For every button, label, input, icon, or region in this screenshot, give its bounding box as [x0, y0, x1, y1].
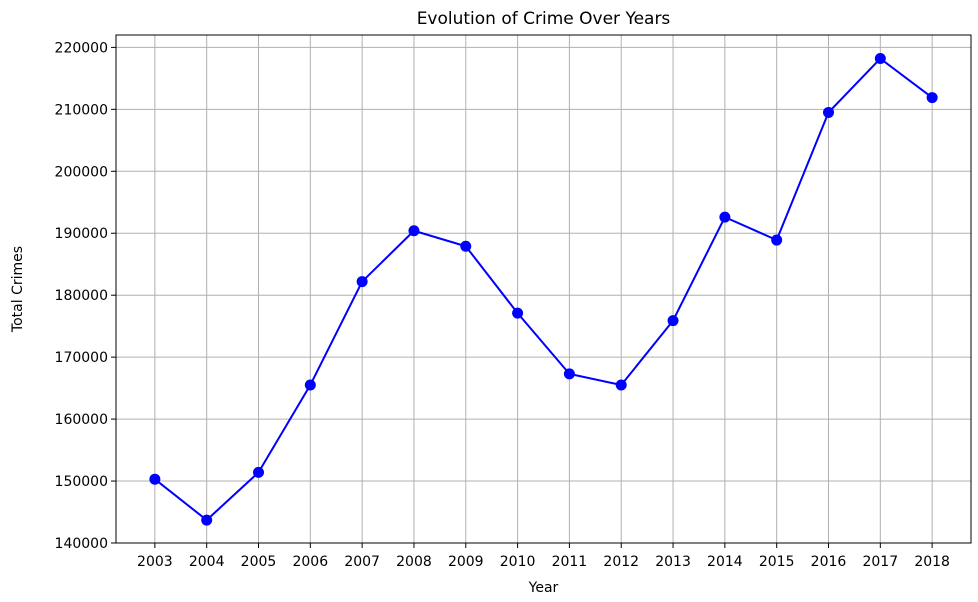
- data-point: [563, 368, 575, 380]
- x-tick-label: 2003: [137, 554, 173, 570]
- series-line-layer: [154, 57, 933, 522]
- x-tick-label: 2012: [603, 554, 639, 570]
- data-point: [149, 473, 161, 485]
- y-tick-label: 140000: [55, 536, 108, 552]
- data-point: [823, 106, 834, 118]
- data-point: [512, 307, 524, 319]
- data-point: [408, 225, 420, 237]
- y-tick-label: 220000: [55, 40, 108, 56]
- data-point: [460, 240, 472, 252]
- x-tick-label: 2005: [241, 554, 277, 570]
- axis-ticks: 2003 2004 2005 2006 2007 2008 2009 2010 2011 2012…: [55, 40, 950, 570]
- y-tick-label: 200000: [55, 164, 108, 180]
- series-markers: [149, 53, 938, 526]
- x-tick-label: 2011: [552, 554, 588, 570]
- data-point: [926, 92, 938, 104]
- x-tick-label: 2007: [344, 554, 380, 570]
- x-tick-label: 2017: [862, 554, 898, 570]
- x-axis-label: Year: [528, 580, 559, 596]
- data-point: [304, 379, 316, 391]
- x-tick-label: 2016: [811, 554, 847, 570]
- data-point: [874, 53, 886, 65]
- data-point: [615, 379, 627, 391]
- data-point: [667, 315, 679, 327]
- y-tick-label: 180000: [55, 288, 108, 304]
- x-tick-label: 2018: [914, 554, 950, 570]
- y-tick-label: 170000: [55, 350, 108, 366]
- y-tick-label: 150000: [55, 474, 108, 490]
- x-tick-label: 2009: [448, 554, 484, 570]
- plot-area-frame: [115, 34, 972, 544]
- x-tick-label: 2008: [396, 554, 432, 570]
- x-tick-label: 2014: [707, 554, 743, 570]
- y-axis-label: Total Crimes: [10, 246, 26, 333]
- data-point: [719, 211, 731, 223]
- data-point: [201, 514, 213, 526]
- grid: [116, 35, 971, 544]
- y-tick-label: 210000: [55, 102, 108, 118]
- data-point: [356, 276, 368, 288]
- x-tick-label: 2006: [292, 554, 328, 570]
- x-tick-label: 2015: [759, 554, 795, 570]
- data-point: [771, 234, 783, 246]
- data-point: [253, 466, 264, 478]
- series-line: [154, 57, 933, 522]
- y-tick-label: 160000: [55, 412, 108, 428]
- x-tick-label: 2013: [655, 554, 691, 570]
- y-tick-label: 190000: [55, 226, 108, 242]
- x-tick-label: 2010: [500, 554, 536, 570]
- chart-title: Evolution of Crime Over Years: [417, 9, 671, 29]
- x-tick-label: 2004: [189, 554, 225, 570]
